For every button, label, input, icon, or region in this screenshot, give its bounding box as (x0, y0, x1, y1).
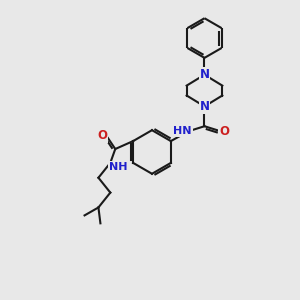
Text: O: O (219, 125, 229, 138)
Text: O: O (98, 129, 107, 142)
Text: N: N (200, 100, 209, 113)
Text: NH: NH (109, 162, 128, 172)
Text: N: N (200, 68, 209, 81)
Text: HN: HN (173, 126, 192, 136)
